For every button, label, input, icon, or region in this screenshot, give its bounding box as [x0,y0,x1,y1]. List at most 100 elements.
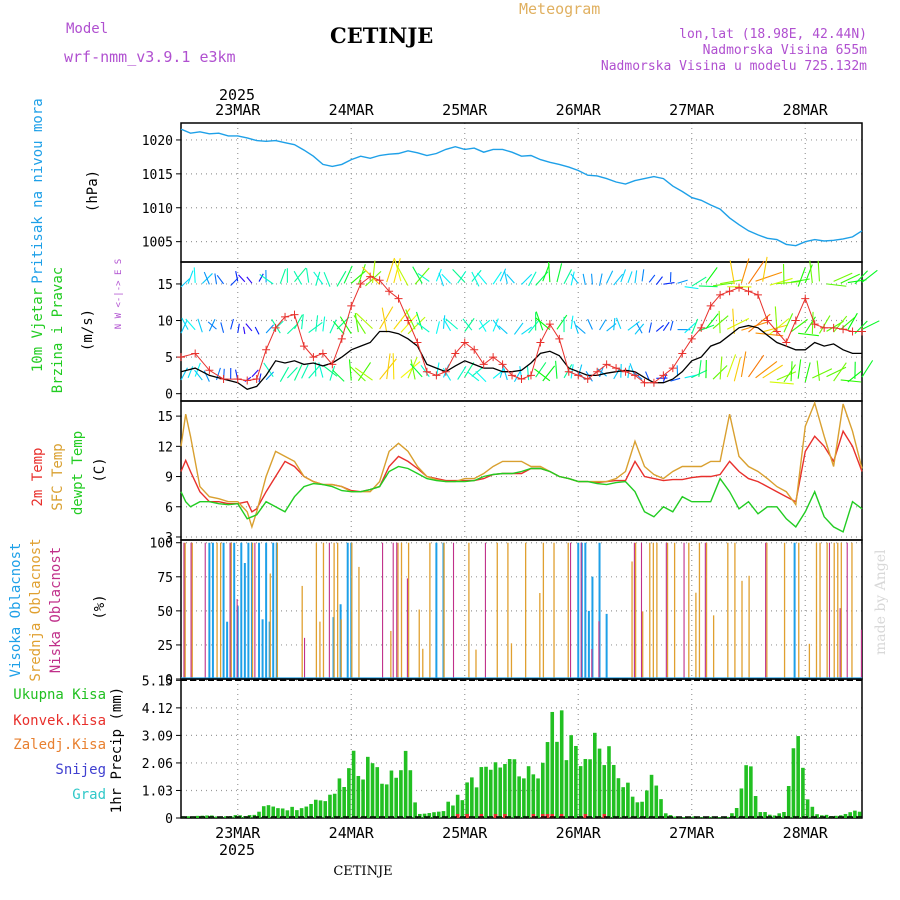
wind-barb [314,361,317,377]
cloud-panel: 0 25 50 75 100 [150,537,863,688]
wind-gust-marker [526,371,535,380]
wind-barb [615,317,622,330]
wind-barb [833,315,848,333]
wind-gust-marker [508,371,517,380]
precip-bar [507,759,512,818]
wind-barb [503,368,508,381]
date-label-top: 28MAR [783,101,829,119]
wind-gust-marker [593,367,602,376]
precip-bar [446,801,450,818]
wind-barb [476,272,487,284]
wind-barb [817,260,820,282]
wind-gust-marker [706,301,715,310]
wind-barb [412,266,423,284]
wind-barb [410,363,423,378]
precip-bar [730,813,734,818]
wind-barb [197,318,203,333]
wind-barb [396,264,409,286]
date-label-bottom: 27MAR [669,824,715,842]
compass-rose-label: N W <-|-> E S [114,259,124,329]
precip-bar [564,760,569,818]
wind-barb [526,365,530,381]
panel-frame [180,539,863,680]
precip-bar [682,817,687,818]
wind-barb [698,360,702,377]
wind-gust-marker [271,323,280,332]
precip-bar [484,766,488,818]
wind-barb [329,319,337,334]
wind-barb [416,322,430,333]
wind-barb [305,268,310,283]
wind-gust-marker [479,360,488,369]
wind-barb [464,318,475,332]
wind-barb [331,369,345,382]
wind-gust-marker [347,301,356,310]
wind-barb [294,267,307,283]
wind-barb [357,362,372,381]
wind-barb [582,273,586,285]
precip-bar [645,790,649,818]
wind-barb [258,373,262,383]
wind-barb [499,268,507,282]
wind-barb [471,366,484,377]
wind-barb [235,271,239,282]
precip-bar [313,799,318,818]
precip-ylabel: 1hr Precip (mm) Ukupna Kisa Konvek.Kisa … [13,687,125,813]
legend-frozen-rain: Zaledj.Kisa [13,737,106,753]
precip-bar [640,801,644,818]
precip-bar [503,764,507,818]
panel-frame [180,678,863,819]
wind-gust-marker [385,287,394,296]
wind-gust-marker [422,367,431,376]
wind-barb [287,367,298,379]
wind-barb [279,366,290,382]
precip-bar [621,787,625,818]
wind-barb [293,270,303,285]
precip-bar [276,808,280,818]
wind-barb [741,321,768,331]
wind-barb [478,319,491,330]
wind-barb [237,323,240,334]
wind-barb [392,353,395,380]
wind-barb [294,364,303,381]
wind-barb [464,362,475,378]
wind-barb [691,318,699,335]
wind-barb [187,366,194,379]
precip-bar [522,778,526,818]
precip-bar [810,806,815,818]
wind-barb [705,267,718,284]
wind-gust-marker [318,349,327,358]
wind-barb [712,315,729,330]
pressure-ylabel: Pritisak na nivou mora (hPa) [30,98,101,283]
wind-barb [854,270,868,285]
wind-gust-marker [839,325,848,334]
wind-barb [542,264,550,282]
cloud-ylabel: Visoka Oblacnost Srednja Oblacnost Niska… [8,538,108,681]
convective-bar [465,813,469,818]
wind-barb [308,365,321,379]
wind-barb [577,364,583,378]
precip-bar [574,745,578,818]
wind-gust-marker [782,338,791,347]
watermark: made by Angel [873,549,889,655]
y-tick-label: 1.03 [142,784,173,799]
precip-bar [536,778,540,818]
date-label-bottom: 25MAR [442,824,488,842]
wind-barb [238,274,246,283]
wind-gust-marker [366,272,375,281]
precip-bar [271,806,276,818]
wind-barb [187,270,194,284]
lonlat-label: lon,lat (18.98E, 42.44N) [679,27,867,42]
precip-bar [356,775,361,818]
precip-bar [285,810,290,818]
date-label-top: 25MAR [442,101,488,119]
precip-bar [498,767,503,818]
y-tick-label: 1010 [142,202,173,217]
y-tick-label: 2.06 [142,757,173,772]
wind-barb [230,318,234,330]
wind-gust-marker [536,338,545,347]
wind-barb [503,270,508,284]
wind-gust-marker [574,371,583,380]
wind-barb [598,273,603,286]
wind-barb [648,322,652,333]
